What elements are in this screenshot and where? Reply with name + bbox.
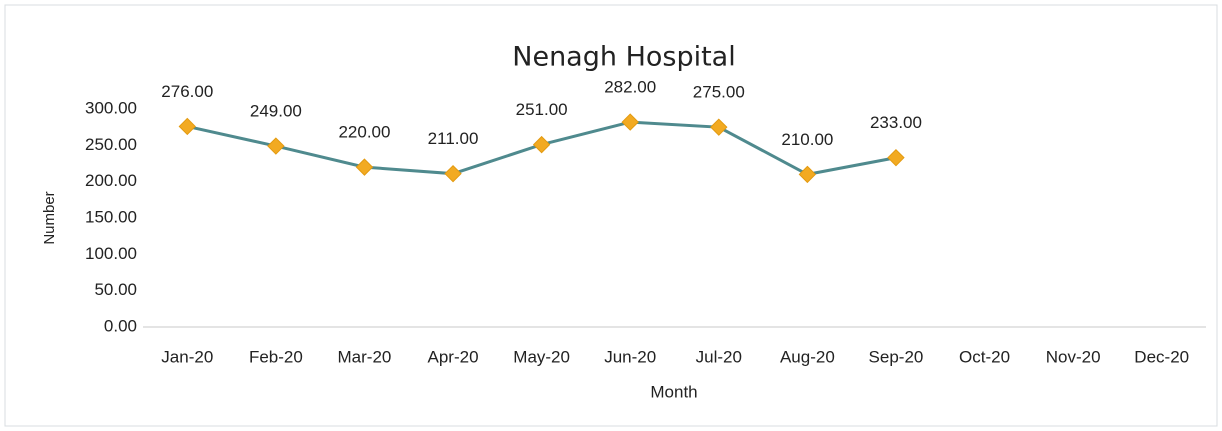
marker bbox=[444, 164, 462, 183]
data-label: 220.00 bbox=[338, 123, 390, 142]
data-label: 276.00 bbox=[161, 82, 213, 101]
x-tick-label: Jan-20 bbox=[161, 347, 213, 366]
chart-title: Nenagh Hospital bbox=[512, 42, 735, 73]
data-label: 210.00 bbox=[781, 130, 833, 149]
x-tick-label: Jun-20 bbox=[604, 347, 656, 366]
chart-border bbox=[4, 4, 1218, 427]
marker bbox=[887, 148, 905, 167]
data-label: 233.00 bbox=[870, 113, 922, 132]
marker bbox=[532, 135, 551, 154]
x-tick-label: Apr-20 bbox=[428, 347, 479, 366]
x-tick-label: Aug-20 bbox=[780, 347, 835, 366]
marker bbox=[355, 158, 374, 176]
x-tick-label: Sep-20 bbox=[869, 347, 924, 366]
data-label: 211.00 bbox=[428, 129, 479, 148]
y-axis-label: Number bbox=[41, 191, 58, 244]
marker bbox=[710, 118, 728, 136]
data-label: 249.00 bbox=[250, 102, 302, 121]
x-tick-label: Oct-20 bbox=[959, 347, 1010, 366]
y-tick-label: 150.00 bbox=[85, 207, 137, 226]
y-tick-label: 50.00 bbox=[94, 280, 137, 299]
x-tick-label: Mar-20 bbox=[338, 347, 392, 366]
y-tick-label: 100.00 bbox=[85, 244, 137, 263]
x-tick-label: Jul-20 bbox=[696, 347, 742, 366]
y-tick-label: 300.00 bbox=[85, 98, 137, 117]
marker bbox=[267, 137, 285, 155]
data-label: 251.00 bbox=[516, 100, 568, 119]
marker bbox=[621, 113, 639, 131]
marker bbox=[798, 165, 817, 184]
y-tick-label: 200.00 bbox=[85, 171, 137, 190]
data-label: 275.00 bbox=[693, 83, 745, 102]
x-tick-label: Feb-20 bbox=[249, 347, 303, 366]
x-tick-label: Dec-20 bbox=[1134, 347, 1189, 366]
marker bbox=[178, 117, 196, 136]
y-tick-label: 0.00 bbox=[104, 316, 137, 335]
x-tick-label: Nov-20 bbox=[1046, 347, 1101, 366]
data-label: 282.00 bbox=[604, 78, 656, 97]
x-axis-label: Month bbox=[650, 382, 697, 401]
x-tick-label: May-20 bbox=[513, 347, 570, 366]
y-tick-label: 250.00 bbox=[85, 135, 137, 154]
